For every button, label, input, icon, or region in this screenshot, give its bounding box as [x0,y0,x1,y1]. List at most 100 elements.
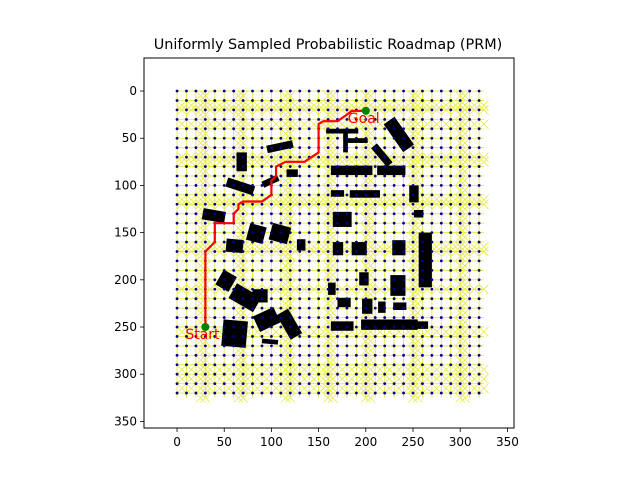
roadmap-edge-diag [412,147,423,158]
roadmap-node [232,363,236,367]
roadmap-node [383,372,387,376]
roadmap-edge-diag [261,326,272,337]
roadmap-node [307,278,311,282]
roadmap-edge-diag [441,246,452,257]
roadmap-node [326,325,330,329]
roadmap-edge-diag [176,152,187,163]
roadmap-edge-diag [214,156,225,167]
roadmap-node [270,146,273,150]
roadmap-node [373,89,377,93]
roadmap-edge-diag [214,383,225,394]
roadmap-node [317,89,321,93]
roadmap-node [317,250,321,253]
roadmap-edge-diag [431,284,442,295]
roadmap-edge-diag [478,156,489,167]
roadmap-edge-diag [478,284,489,295]
roadmap-node [279,99,283,102]
roadmap-node [307,259,311,263]
roadmap-edge-diag [431,373,442,384]
roadmap-edge-diag [360,128,371,139]
roadmap-node [185,117,188,121]
roadmap-node [439,325,443,329]
roadmap-edge-diag [271,199,282,210]
roadmap-edge-diag [223,364,234,375]
roadmap-node [477,287,481,291]
roadmap-edge-diag [299,373,310,384]
roadmap-node [411,99,415,102]
roadmap-node [251,174,254,178]
roadmap-node [458,202,462,206]
roadmap-node [383,259,387,263]
roadmap-edge-diag [327,204,338,215]
roadmap-node [477,353,481,357]
roadmap-node [336,212,339,216]
roadmap-edge-diag [223,156,234,167]
roadmap-node [458,268,462,272]
roadmap-node [411,212,415,216]
roadmap-edge-diag [455,279,466,290]
roadmap-node [392,335,396,338]
roadmap-node [468,278,472,282]
roadmap-node [468,165,472,168]
roadmap-node [222,127,226,131]
roadmap-edge-diag [327,109,338,120]
roadmap-edge-diag [195,298,206,309]
roadmap-edge-diag [290,373,301,384]
roadmap-node [175,391,179,395]
roadmap-edge-diag [412,383,423,394]
roadmap-edge-diag [242,194,253,205]
roadmap-edge-diag [176,364,187,375]
roadmap-edge-diag [441,199,452,210]
roadmap-edge-diag [360,251,371,262]
roadmap-node [298,287,302,291]
roadmap-node [439,391,443,395]
roadmap-node [270,221,273,225]
roadmap-node [194,363,198,367]
roadmap-edge-diag [422,194,433,205]
roadmap-node [298,108,302,112]
x-tick-label: 50 [217,435,232,449]
roadmap-edge-diag [285,279,296,290]
roadmap-node [222,363,226,367]
roadmap-edge-diag [441,373,452,384]
roadmap-node [251,391,254,395]
roadmap-node [364,391,368,395]
roadmap-node [336,231,339,235]
roadmap-node [185,155,188,159]
roadmap-node [175,278,179,282]
obstacle [337,297,351,308]
start-marker [201,323,210,332]
roadmap-edge-diag [252,100,263,111]
roadmap-edge-diag [346,326,357,337]
roadmap-edge-diag [327,373,338,384]
roadmap-node [185,335,188,338]
roadmap-node [279,117,283,121]
roadmap-edge-diag [233,213,244,224]
roadmap-node [203,117,207,121]
roadmap-node [241,193,245,197]
roadmap-node [402,99,405,102]
roadmap-node [326,184,330,187]
roadmap-edge-diag [346,119,357,130]
roadmap-edge-diag [455,222,466,233]
roadmap-node [288,250,292,253]
roadmap-edge-diag [233,364,244,375]
roadmap-edge-diag [408,241,419,252]
roadmap-edge-diag [450,364,461,375]
roadmap-node [326,89,330,93]
roadmap-edge-diag [242,364,253,375]
roadmap-node [468,325,472,329]
roadmap-edge-diag [360,156,371,167]
roadmap-node [449,278,453,282]
roadmap-edge-diag [365,336,376,347]
roadmap-edge-diag [261,199,272,210]
roadmap-node [373,391,377,395]
roadmap-node [430,335,434,338]
obstacle [330,321,354,331]
roadmap-edge-diag [323,373,334,384]
roadmap-edge-diag [285,345,296,356]
roadmap-node [430,231,434,235]
roadmap-node [477,108,481,112]
roadmap-edge-diag [408,128,419,139]
roadmap-node [260,127,264,131]
